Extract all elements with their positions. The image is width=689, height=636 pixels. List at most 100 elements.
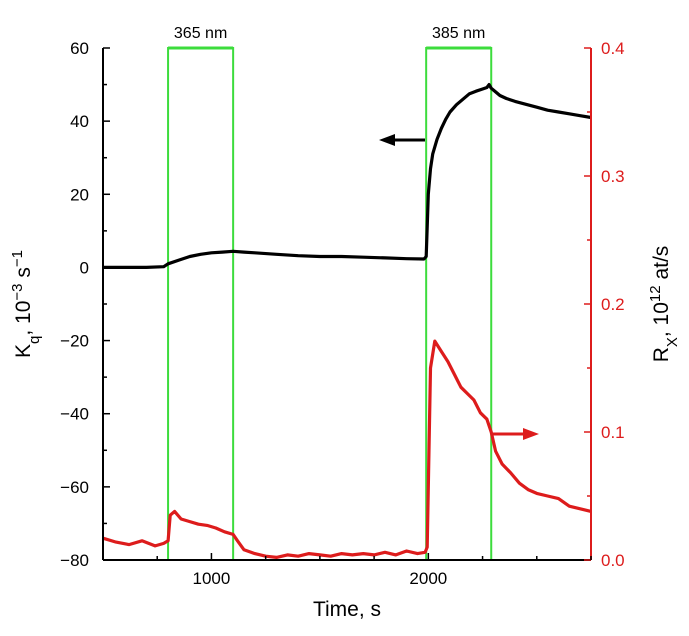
data-point <box>456 104 457 106</box>
data-point <box>341 256 343 257</box>
data-point <box>426 546 428 548</box>
data-point <box>488 84 490 86</box>
left-tick-label: −80 <box>60 551 89 570</box>
data-point <box>417 553 418 555</box>
data-point <box>462 98 464 100</box>
data-point <box>169 514 171 516</box>
data-point <box>224 531 225 533</box>
illumination-window-2: 385 nm <box>425 25 493 560</box>
data-point <box>206 524 208 526</box>
data-point <box>536 106 538 108</box>
data-point <box>579 115 581 117</box>
data-point <box>276 556 277 558</box>
data-point <box>514 100 516 102</box>
data-point <box>319 256 321 257</box>
data-point <box>319 554 321 556</box>
data-point <box>221 251 223 253</box>
data-point <box>215 527 217 529</box>
data-point <box>124 266 126 268</box>
series-line-right <box>102 339 592 559</box>
data-point <box>547 109 549 111</box>
data-point <box>424 551 426 553</box>
data-point <box>447 361 449 363</box>
data-point <box>568 113 570 115</box>
data-point <box>558 111 559 113</box>
left-tick-label: −40 <box>60 405 89 424</box>
data-point <box>453 373 455 375</box>
data-point <box>510 472 512 474</box>
left-tick-label: 20 <box>70 185 89 204</box>
data-point <box>167 540 169 542</box>
data-point <box>430 367 431 369</box>
data-point <box>178 259 180 261</box>
data-point <box>276 253 277 255</box>
data-point <box>362 256 364 258</box>
data-point <box>145 266 147 268</box>
data-point <box>395 554 397 556</box>
data-point <box>440 128 442 129</box>
data-point <box>505 98 507 99</box>
data-point <box>254 553 256 555</box>
data-point <box>351 554 353 556</box>
data-point <box>527 489 529 491</box>
right-tick-label: 0.0 <box>601 551 625 570</box>
window-label: 385 nm <box>432 25 485 42</box>
data-point <box>432 153 434 155</box>
data-point <box>197 523 199 525</box>
data-point <box>406 550 408 552</box>
data-point <box>427 193 429 195</box>
window-label: 365 nm <box>174 25 227 42</box>
data-point <box>128 544 130 546</box>
data-point <box>547 495 549 497</box>
data-point <box>495 450 497 452</box>
data-point <box>362 553 364 555</box>
data-point <box>141 540 143 542</box>
data-point <box>163 266 165 268</box>
data-point <box>501 463 503 465</box>
data-point <box>449 111 451 113</box>
data-point <box>499 95 501 96</box>
data-point <box>460 386 462 388</box>
data-point <box>518 482 520 484</box>
data-point <box>286 554 288 556</box>
data-point <box>384 551 386 553</box>
data-point <box>434 340 436 342</box>
data-point <box>373 554 375 556</box>
y-left-axis-title: Kq, 10−3 s−1 <box>9 250 43 358</box>
data-point <box>297 555 299 557</box>
data-point <box>154 545 156 547</box>
left-tick-label: 60 <box>70 39 89 58</box>
x-axis-title: Time, s <box>313 598 381 621</box>
series-line-left <box>103 83 592 269</box>
data-point <box>490 87 492 89</box>
data-point <box>495 91 497 93</box>
data-point <box>174 510 176 512</box>
bottom-tick-label: 2000 <box>409 569 447 588</box>
data-point <box>490 431 492 433</box>
data-point <box>525 103 527 105</box>
data-point <box>440 350 442 352</box>
right-tick-label: 0.2 <box>601 295 625 314</box>
left-tick-label: 40 <box>70 112 89 131</box>
data-point <box>180 518 182 520</box>
data-point <box>189 256 191 257</box>
axis-arrow-right <box>493 428 539 440</box>
data-point <box>469 93 470 95</box>
data-point <box>425 256 427 257</box>
right-tick-label: 0.4 <box>601 39 625 58</box>
data-point <box>330 555 332 557</box>
right-tick-label: 0.3 <box>601 167 625 186</box>
data-point <box>486 87 488 88</box>
data-point <box>423 258 425 260</box>
data-point <box>210 252 212 254</box>
data-point <box>232 250 234 252</box>
data-point <box>341 553 343 555</box>
data-point <box>445 118 447 120</box>
data-point <box>558 498 559 500</box>
data-point <box>163 542 165 544</box>
data-point <box>308 553 310 555</box>
data-point <box>536 492 538 494</box>
left-tick-label: −60 <box>60 478 89 497</box>
window-outline <box>425 47 493 560</box>
